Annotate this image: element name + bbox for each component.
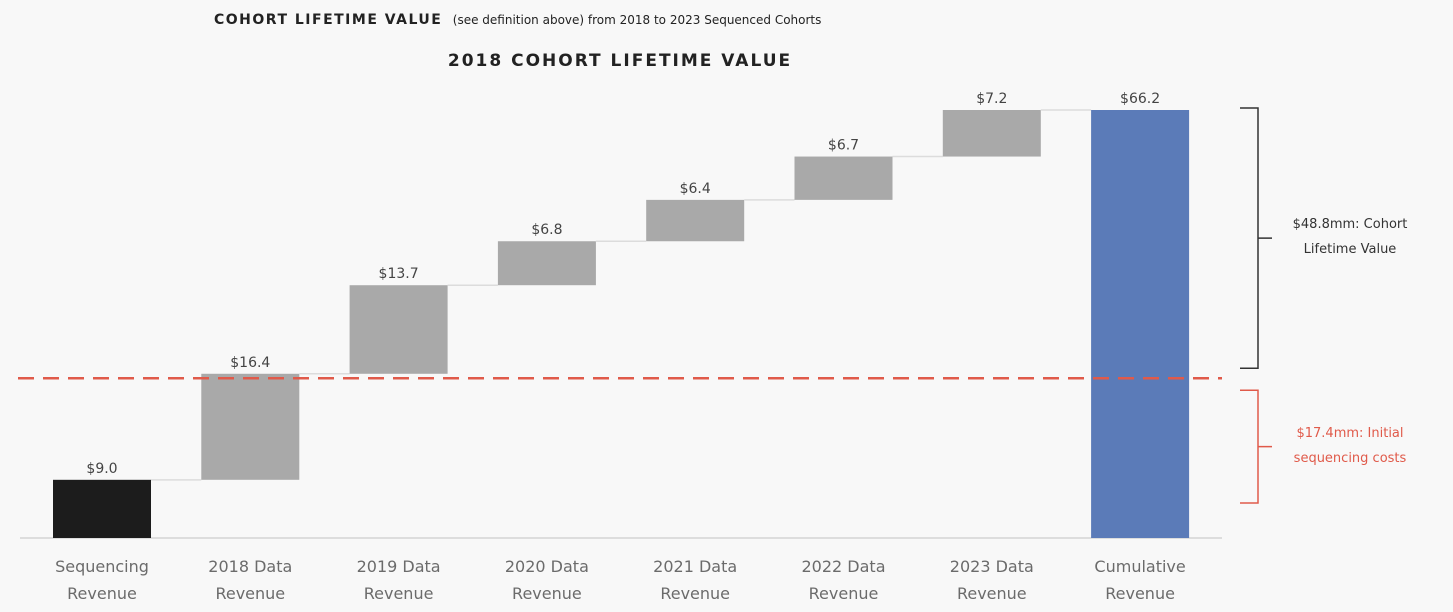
x-tick-label: 2019 Data Revenue: [356, 557, 441, 603]
bar: [1091, 110, 1190, 538]
value-label: $6.8: [531, 222, 562, 238]
bar: [349, 285, 448, 374]
bar: [942, 110, 1041, 157]
bar: [497, 241, 596, 286]
x-tick-label: Sequencing Revenue: [55, 557, 149, 603]
value-label: $9.0: [86, 461, 117, 477]
bar: [201, 373, 300, 480]
value-label: $7.2: [976, 91, 1007, 107]
value-label: $6.4: [680, 181, 711, 197]
x-tick-label: 2023 Data Revenue: [949, 557, 1034, 603]
bracket: [1240, 107, 1272, 370]
annotation: $48.8mm: Cohort Lifetime Value: [1292, 217, 1408, 258]
chart-title: COHORT LIFETIME VALUE (see definition ab…: [214, 12, 821, 28]
x-tick-label: 2022 Data Revenue: [801, 557, 886, 603]
value-label: $13.7: [379, 266, 419, 282]
x-tick-label: 2018 Data Revenue: [208, 557, 293, 603]
bar: [794, 156, 893, 200]
value-label: $16.4: [230, 355, 270, 371]
value-label: $66.2: [1120, 91, 1160, 107]
title-note: (see definition above) from 2018 to 2023…: [453, 13, 822, 27]
x-tick-label: 2021 Data Revenue: [653, 557, 738, 603]
x-tick-label: Cumulative Revenue: [1094, 557, 1186, 603]
title-main: COHORT LIFETIME VALUE: [214, 12, 442, 28]
x-tick-label: 2020 Data Revenue: [504, 557, 589, 603]
value-label: $6.7: [828, 138, 859, 154]
bar: [646, 199, 745, 242]
bar: [53, 479, 151, 538]
annotation: $17.4mm: Initial sequencing costs: [1293, 425, 1407, 466]
bracket: [1240, 389, 1272, 504]
chart-subtitle: 2018 COHORT LIFETIME VALUE: [448, 51, 792, 71]
